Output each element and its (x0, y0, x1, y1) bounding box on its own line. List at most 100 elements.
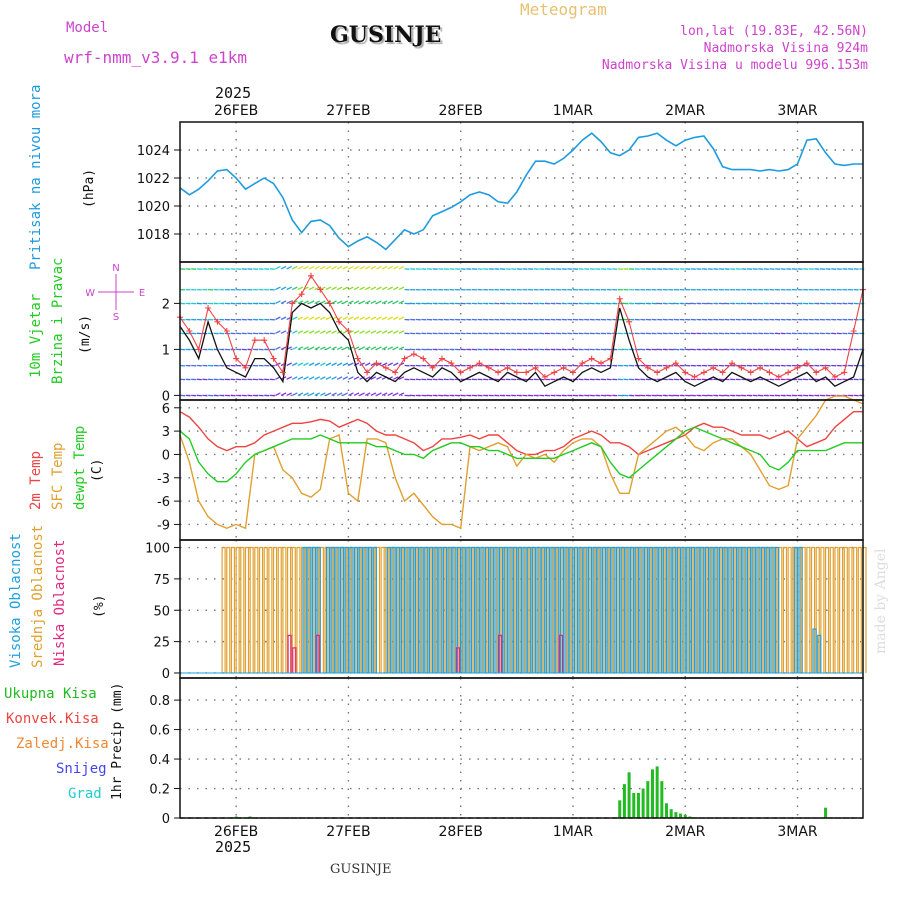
wind-arrow (364, 376, 371, 380)
wind-arrow (387, 300, 393, 304)
wind-gust-marker (429, 364, 436, 371)
wind-arrow (320, 362, 326, 367)
precip-bar (655, 766, 659, 818)
wind-arrow (398, 265, 405, 270)
cloud-mid-bar (787, 546, 792, 673)
compass-s-label: S (113, 312, 119, 322)
cloud-high-bar (428, 546, 434, 673)
precip-bar (824, 807, 828, 818)
cloud-mid-bar (249, 546, 254, 673)
cloud-high-bar (527, 546, 532, 673)
wind-gust-marker (541, 374, 548, 380)
wind-gust-marker (382, 364, 389, 371)
wind-arrow (342, 316, 349, 321)
cloud-mid-bar (380, 546, 385, 673)
cloud-mid-bar (268, 546, 273, 673)
wind-gust-marker (766, 369, 773, 376)
cloud-tick-label: 0 (162, 667, 170, 682)
wind-arrow (308, 346, 315, 350)
wind-arrow (286, 376, 292, 380)
wind-arrow (275, 300, 281, 304)
pressure-line (179, 132, 863, 251)
wind-arrow (353, 376, 360, 380)
wind-gust-marker (467, 364, 474, 371)
wind-gust-marker (438, 355, 445, 362)
top-year: 2025 (215, 84, 252, 102)
temp-dewpt-line (179, 426, 863, 483)
wind-arrow (331, 392, 337, 396)
cloud-mid-bar (258, 546, 264, 673)
cloud-high-bar (391, 546, 396, 673)
cloud-high-bar (513, 546, 518, 673)
wind-gust-marker (663, 364, 670, 371)
cloud-high-bar (756, 546, 761, 673)
wind-arrow (381, 286, 388, 291)
cloud-mid-bar (829, 546, 834, 673)
wind-arrow (370, 346, 377, 350)
wind-arrow (393, 346, 399, 350)
wind-arrow (387, 316, 393, 321)
wind-arrow (359, 346, 365, 350)
cloud-high-bar (737, 546, 742, 673)
wind-compass-icon: N E W S (85, 262, 146, 323)
wind-arrow (364, 346, 371, 350)
cloud-mid-bar (240, 546, 245, 673)
wind-arrow (359, 316, 365, 321)
wind-gust-marker (223, 328, 230, 334)
wind-arrow (308, 330, 315, 334)
wind-arrow (297, 330, 304, 334)
wind-gust-marker (532, 364, 539, 371)
wind-arrow (342, 346, 349, 350)
cloud-mid-bar (282, 546, 287, 673)
wind-arrow (381, 362, 388, 367)
cloud-high-bar (639, 546, 644, 673)
cloud-mid-bar (244, 546, 250, 673)
wind-arrow (376, 392, 382, 396)
wind-gust-marker (298, 291, 305, 298)
cloud-high-bar (410, 546, 415, 673)
wind-arrow (336, 300, 343, 304)
compass-w-label: W (86, 288, 95, 299)
wind-arrow (325, 376, 332, 380)
cloud-high-bar (484, 546, 490, 673)
precip-label-frz: Zaledj.Kisa (16, 736, 109, 752)
wind-arrow (291, 346, 298, 350)
wind-arrow (393, 265, 399, 270)
wind-arrow (393, 392, 399, 396)
wind-arrow (297, 286, 304, 291)
wind-arrow (303, 346, 309, 350)
cloud-mid-bar (235, 546, 240, 673)
cloud-high-bar (424, 546, 429, 673)
cloud-high-bar (625, 546, 630, 673)
cloud-mid-bar (824, 546, 830, 673)
wind-arrow (359, 392, 365, 396)
cloud-high-bar (728, 546, 733, 673)
wind-gust-marker (214, 318, 221, 325)
cloud-high-bar (302, 546, 307, 673)
bottom-date-label: 26FEB (214, 824, 258, 840)
wind-arrow (320, 392, 326, 396)
wind-arrow (387, 346, 393, 350)
cloud-high-bar (353, 546, 359, 673)
temp-tick-label: -6 (157, 495, 170, 510)
cloud-high-bar (690, 546, 696, 673)
wind-arrow (393, 316, 399, 321)
wind-gust-marker (831, 374, 838, 380)
wind-arrow (359, 330, 365, 334)
cloud-mid-bar (254, 546, 259, 673)
precip-bar (674, 812, 678, 818)
wind-gust-marker (476, 360, 483, 367)
temp-tick-label: -9 (157, 518, 170, 533)
pressure-tick-label: 1020 (137, 200, 170, 215)
top-date-label: 1MAR (553, 103, 594, 119)
wind-arrow (308, 286, 315, 291)
cloud-low-bar (558, 634, 564, 673)
wind-arrow (342, 392, 349, 396)
cloud-high-bar (817, 634, 822, 673)
wind-arrow (387, 392, 393, 396)
wind-gust-marker (700, 369, 707, 376)
wind-tick-label: 1 (162, 343, 170, 358)
wind-arrow (325, 392, 332, 396)
cloud-high-bar (662, 546, 667, 673)
